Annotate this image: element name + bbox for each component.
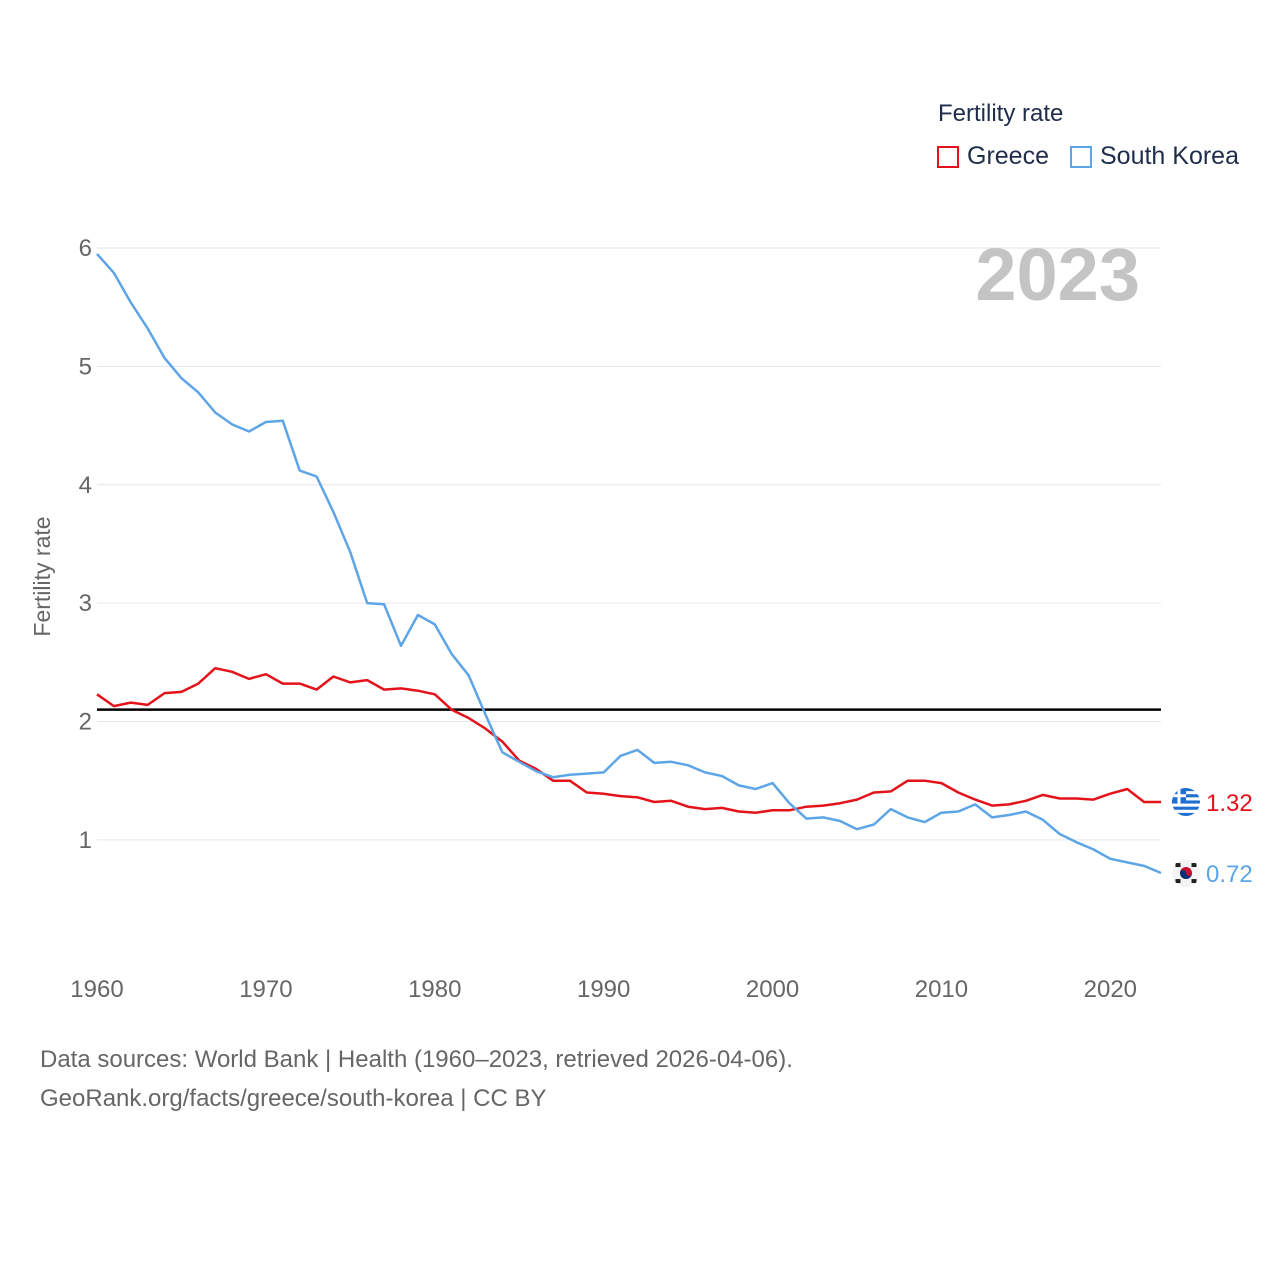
x-tick-label: 2020 (1084, 976, 1137, 1003)
legend-label-south-korea: South Korea (1100, 142, 1239, 170)
y-tick-label: 5 (79, 353, 92, 380)
y-tick-label: 4 (79, 472, 92, 499)
legend-swatch-greece (937, 145, 959, 168)
y-axis-ticks: 1 2 3 4 5 6 (79, 235, 92, 854)
legend-item-south-korea[interactable]: South Korea (1070, 142, 1239, 171)
series-lines (96, 253, 1162, 875)
end-markers: 1.32 0.72 (1172, 788, 1253, 888)
legend-label-greece: Greece (967, 142, 1049, 170)
x-tick-label: 1970 (239, 976, 292, 1003)
source-line: Data sources: World Bank | Health (1960–… (40, 1046, 793, 1073)
end-value-label-south-korea: 0.72 (1206, 861, 1253, 888)
x-tick-label: 2010 (915, 976, 968, 1003)
attribution-line[interactable]: GeoRank.org/facts/greece/south-korea | C… (40, 1085, 547, 1112)
legend-title: Fertility rate (938, 100, 1064, 127)
y-axis-label: Fertility rate (29, 516, 55, 636)
x-tick-label: 2000 (746, 976, 799, 1003)
y-tick-label: 1 (79, 827, 92, 854)
legend-swatch-south-korea (1070, 145, 1092, 168)
grid-lines (97, 247, 1161, 841)
legend-item-greece[interactable]: Greece (937, 142, 1049, 171)
south-korea-flag-icon (1172, 859, 1200, 888)
x-axis-ticks: 1960 1970 1980 1990 2000 2010 2020 (70, 976, 1137, 1003)
greece-flag-icon (1172, 788, 1200, 817)
y-tick-label: 2 (79, 709, 92, 736)
y-tick-label: 3 (79, 590, 92, 617)
series-line-greece[interactable] (96, 666, 1161, 814)
end-value-label-greece: 1.32 (1206, 790, 1253, 817)
year-watermark: 2023 (975, 233, 1140, 316)
x-tick-label: 1980 (408, 976, 461, 1003)
series-line-south-korea[interactable] (96, 253, 1162, 875)
x-tick-label: 1990 (577, 976, 630, 1003)
y-tick-label: 6 (79, 235, 92, 262)
x-tick-label: 1960 (70, 976, 123, 1003)
